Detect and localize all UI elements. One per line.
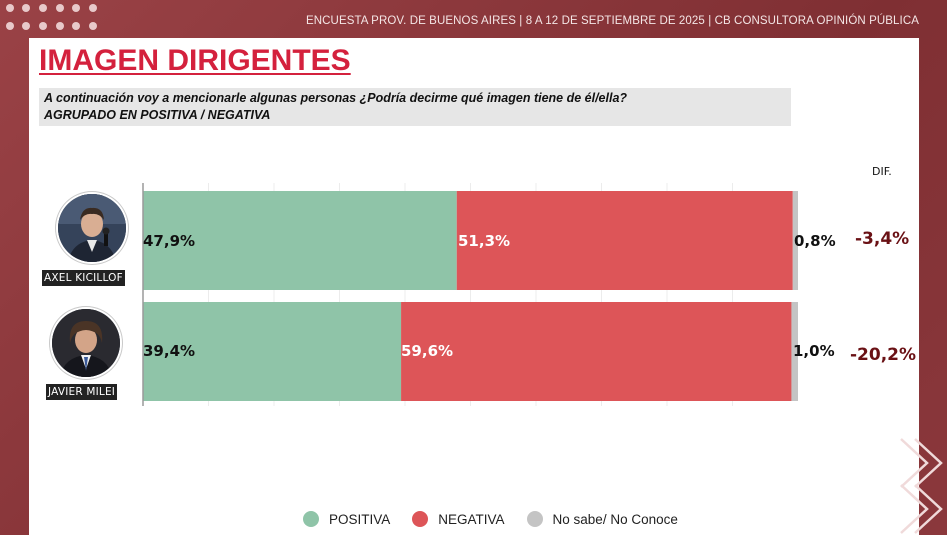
dif-value: -3,4% (855, 229, 910, 249)
legend-swatch-negativa (412, 511, 429, 527)
legend-label: POSITIVA (329, 511, 391, 527)
bar-label-nsnc: 0,8% (794, 232, 836, 250)
person-photo-icon (58, 194, 126, 262)
chart-legend: POSITIVA NEGATIVA No sabe/ No Conoce (303, 511, 700, 527)
bar-label-positiva: 47,9% (143, 232, 196, 250)
dif-value: -20,2% (850, 345, 917, 365)
bar-label-negativa: 59,6% (401, 342, 454, 360)
bar-segment-nsnc (791, 302, 798, 401)
bar-label-positiva: 39,4% (143, 342, 196, 360)
person-photo-icon (52, 309, 120, 377)
page-title: IMAGEN DIRIGENTES (39, 44, 351, 77)
legend-item-positiva: POSITIVA (303, 511, 390, 527)
bar-segment-positiva (143, 302, 402, 401)
bar-segment-positiva (143, 191, 457, 290)
decorative-chevrons-icon (900, 438, 943, 534)
bar-label-negativa: 51,3% (458, 232, 511, 250)
bar-segment-negativa (456, 191, 793, 290)
legend-swatch-positiva (303, 511, 319, 527)
question-box: A continuación voy a mencionarle algunas… (39, 88, 791, 126)
legend-swatch-nsnc (526, 511, 543, 527)
legend-label: No sabe/ No Conoce (552, 511, 678, 527)
bar-label-nsnc: 1,0% (793, 342, 835, 360)
legend-item-negativa: NEGATIVA (412, 511, 505, 527)
bar-segment-negativa (401, 302, 792, 401)
dif-header: DIF. (872, 165, 892, 178)
person-name-label: JAVIER MILEI (46, 384, 118, 400)
person-name-label: AXEL KICILLOF (42, 270, 125, 286)
question-subtitle: AGRUPADO EN POSITIVA / NEGATIVA (44, 108, 271, 122)
survey-header: ENCUESTA PROV. DE BUENOS AIRES | 8 A 12 … (305, 15, 919, 27)
legend-item-nsnc: No sabe/ No Conoce (526, 511, 678, 527)
legend-label: NEGATIVA (438, 511, 505, 527)
question-text: A continuación voy a mencionarle algunas… (44, 91, 628, 105)
bar-segment-nsnc (792, 191, 798, 290)
